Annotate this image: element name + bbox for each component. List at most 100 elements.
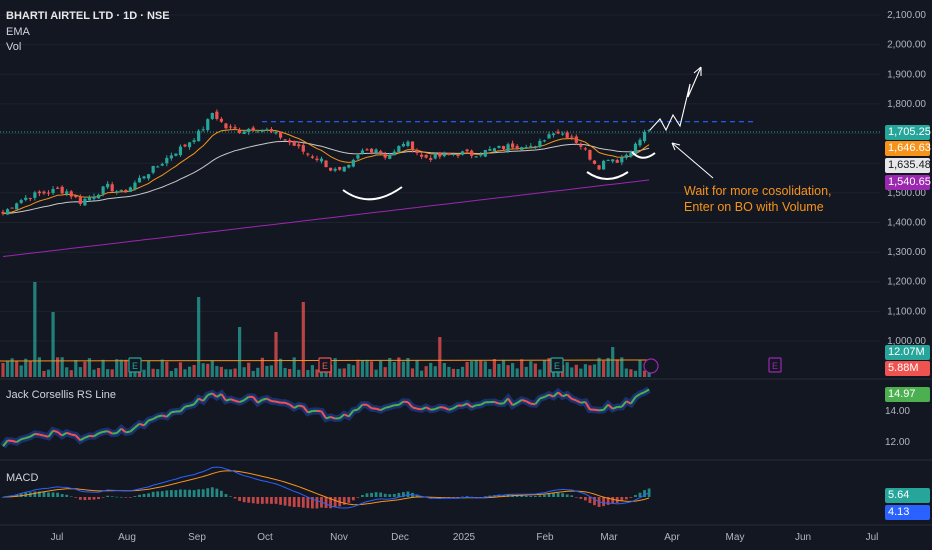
rs-line-segment xyxy=(325,416,331,420)
volume-bar xyxy=(19,365,23,377)
candle-body xyxy=(306,153,310,155)
macd-histogram-bar xyxy=(210,487,214,497)
candle xyxy=(333,167,337,173)
rs-line-segment xyxy=(243,395,250,401)
candle-body xyxy=(424,154,428,158)
candle xyxy=(192,137,196,145)
rs-tick-label: 14.00 xyxy=(885,406,910,417)
ema-indicator-label[interactable]: EMA xyxy=(6,26,30,38)
candle-body xyxy=(511,143,515,148)
macd-histogram-bar xyxy=(129,497,132,498)
symbol-title[interactable]: BHARTI AIRTEL LTD · 1D · NSE xyxy=(6,10,170,22)
macd-histogram-bar xyxy=(629,497,633,498)
volume-bar xyxy=(119,359,123,377)
candle xyxy=(147,173,151,181)
rs-line-segment xyxy=(39,433,45,437)
time-tick-label: Aug xyxy=(118,532,136,543)
volume-bar xyxy=(256,367,260,377)
candle xyxy=(379,149,383,155)
candle xyxy=(69,190,73,200)
grid-lines xyxy=(0,14,880,342)
candle xyxy=(151,165,155,175)
volume-bar xyxy=(251,370,255,377)
macd-pane-title[interactable]: MACD xyxy=(6,472,39,484)
rs-line-segment xyxy=(330,416,336,420)
macd-histogram-bar xyxy=(151,491,155,497)
rs-line-pane-title[interactable]: Jack Corsellis RS Line xyxy=(6,389,117,401)
candle xyxy=(119,189,123,192)
rs-line-segment xyxy=(171,410,177,414)
volume-bar xyxy=(397,357,401,377)
macd-histogram-bar xyxy=(274,497,278,504)
candle-body xyxy=(460,151,465,155)
candle xyxy=(156,165,160,168)
rs-line-segment xyxy=(375,407,381,412)
rs-line-segment xyxy=(534,397,541,405)
rs-line-segment xyxy=(207,392,213,396)
candle-body xyxy=(142,176,146,179)
macd-histogram-bar xyxy=(74,497,78,498)
volume-bar xyxy=(15,360,19,377)
price-tick-label: 2,000.00 xyxy=(887,40,926,51)
volume-indicator-label[interactable]: Vol xyxy=(6,41,22,53)
candle xyxy=(319,156,324,164)
rs-line-segment xyxy=(639,391,645,395)
candle-body xyxy=(342,166,346,172)
rs-line-segment xyxy=(443,406,450,411)
volume-bar xyxy=(342,368,346,377)
candle xyxy=(288,138,292,146)
candle xyxy=(128,186,132,192)
volume-bar xyxy=(187,366,192,377)
volume-bar xyxy=(283,367,287,377)
candle-body xyxy=(479,154,483,156)
rs-line-segment xyxy=(448,407,454,411)
macd-value-tag: 5.64 xyxy=(885,488,930,503)
candle xyxy=(511,140,515,149)
candle-body xyxy=(356,155,360,159)
candle-body xyxy=(547,134,551,139)
candle-body xyxy=(497,145,501,148)
volume-bar xyxy=(174,368,178,377)
candle-body xyxy=(169,155,173,159)
volume-bar xyxy=(633,370,638,377)
rs-line-segment xyxy=(598,408,604,412)
volume-bar xyxy=(292,357,296,377)
candle-body xyxy=(238,130,242,133)
candle-body xyxy=(588,149,592,160)
candle xyxy=(160,162,164,167)
volume-bar xyxy=(410,368,415,377)
volume-bar xyxy=(383,367,387,377)
volume-bar xyxy=(219,366,223,377)
volume-bar xyxy=(642,370,647,377)
volume-bar xyxy=(96,368,101,377)
macd-histogram-bar xyxy=(306,497,310,509)
rs-line-segment xyxy=(502,397,509,405)
candle-body xyxy=(33,192,37,198)
rs-line-segment xyxy=(630,396,637,405)
candle xyxy=(124,189,128,194)
macd-histogram-bar xyxy=(15,494,19,497)
candle xyxy=(174,153,178,157)
volume-bar xyxy=(333,358,337,377)
time-tick-label: Jul xyxy=(866,532,879,543)
macd-histogram-bar xyxy=(47,492,50,497)
candle xyxy=(433,152,437,160)
candle xyxy=(83,196,87,206)
signal-line xyxy=(2,470,650,506)
last-price-tag: 1,705.25 xyxy=(885,125,931,140)
candle-body xyxy=(369,148,374,153)
candle-body xyxy=(156,166,160,168)
macd-histogram-bar xyxy=(374,492,378,497)
rs-line-segment xyxy=(116,427,123,434)
volume-bar xyxy=(515,368,519,377)
candle xyxy=(338,166,342,171)
rs-line-segment xyxy=(52,429,58,433)
macd-histogram-bar xyxy=(311,497,314,509)
volume-bar xyxy=(165,361,169,377)
rs-line-segment xyxy=(644,388,650,394)
rs-line-segment xyxy=(307,410,313,414)
candle-body xyxy=(438,152,442,157)
volume-tag: 12.07M xyxy=(885,345,930,360)
rs-line-segment xyxy=(544,393,550,398)
